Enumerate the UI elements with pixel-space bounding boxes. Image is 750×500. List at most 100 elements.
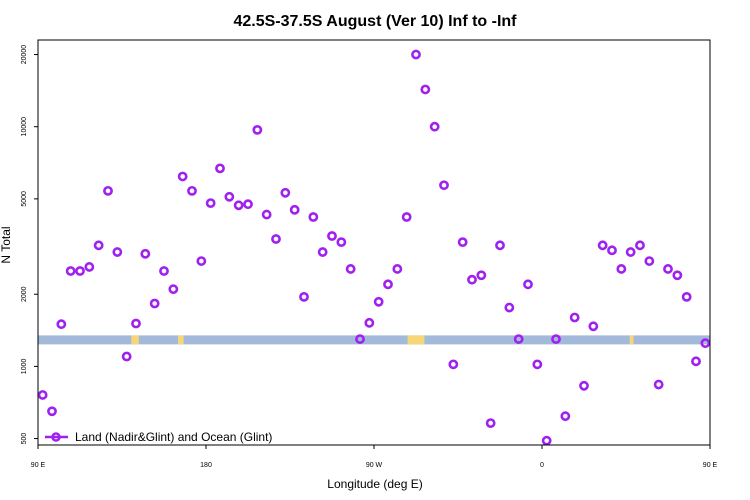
- land-strip-segment: [131, 335, 139, 345]
- data-point: [140, 248, 151, 259]
- data-point: [588, 321, 599, 332]
- data-point: [65, 266, 76, 276]
- ocean-strip: [38, 335, 710, 345]
- data-point: [635, 240, 645, 251]
- data-point: [289, 204, 300, 215]
- y-tick-label: 2000: [21, 286, 28, 302]
- y-axis: 500 1000 2000 5000 10000 20000: [21, 45, 38, 445]
- y-tick-label: 500: [21, 433, 28, 445]
- data-point: [504, 302, 515, 313]
- data-point: [420, 84, 431, 95]
- data-point: [308, 212, 319, 222]
- data-point: [56, 319, 67, 330]
- data-point: [327, 231, 337, 241]
- x-axis: 90 E 180 90 W 0 90 E: [31, 445, 718, 469]
- data-point: [261, 209, 272, 220]
- data-point: [597, 240, 608, 251]
- data-point: [205, 198, 216, 209]
- data-point: [243, 199, 253, 210]
- data-point: [523, 279, 533, 290]
- data-point: [457, 237, 468, 248]
- y-tick-label: 1000: [21, 359, 28, 375]
- data-point: [252, 124, 263, 135]
- data-point: [429, 121, 440, 132]
- data-point: [280, 187, 291, 198]
- data-point: [579, 380, 589, 391]
- data-point: [513, 334, 524, 344]
- data-point: [177, 171, 188, 182]
- data-point: [149, 298, 160, 309]
- legend-marker: [51, 432, 61, 442]
- data-point: [37, 390, 48, 400]
- land-strip-segment: [178, 335, 184, 345]
- data-point: [336, 237, 347, 248]
- data-point: [607, 245, 617, 256]
- data-point: [700, 338, 711, 349]
- legend-label: Land (Nadir&Glint) and Ocean (Glint): [75, 430, 272, 444]
- y-tick-label: 10000: [21, 117, 28, 137]
- data-point: [215, 163, 225, 174]
- data-point: [392, 264, 403, 274]
- y-axis-label: N Total: [0, 226, 13, 263]
- data-point: [625, 247, 636, 257]
- data-point: [672, 270, 683, 281]
- x-tick-label: 180: [200, 462, 212, 469]
- data-point: [84, 262, 95, 272]
- data-point: [485, 418, 496, 429]
- x-tick-label: 90 W: [366, 462, 383, 469]
- data-point: [355, 334, 365, 344]
- data-point: [75, 266, 85, 276]
- data-point: [616, 264, 627, 274]
- land-strip-segment: [629, 335, 634, 345]
- data-point: [663, 264, 673, 274]
- data-point: [383, 279, 393, 290]
- data-point: [103, 185, 113, 196]
- x-tick-label: 90 E: [31, 462, 46, 469]
- data-point: [560, 411, 571, 422]
- points-layer: [37, 49, 711, 446]
- data-point: [551, 334, 561, 344]
- x-tick-label: 90 E: [703, 462, 718, 469]
- data-point: [448, 359, 459, 370]
- data-point: [233, 200, 244, 211]
- x-tick-label: 0: [540, 462, 544, 469]
- data-point: [364, 317, 375, 328]
- data-point: [47, 406, 57, 417]
- data-point: [196, 256, 207, 266]
- data-point: [653, 379, 664, 390]
- data-point: [121, 351, 132, 362]
- data-point: [168, 284, 179, 295]
- data-point: [569, 312, 580, 323]
- data-point: [476, 270, 487, 281]
- data-point: [224, 191, 235, 202]
- data-point: [532, 359, 543, 370]
- surface-strip: [38, 335, 710, 345]
- data-point: [131, 318, 141, 329]
- data-point: [401, 212, 412, 222]
- land-strip-segment: [407, 335, 425, 345]
- y-tick-label: 20000: [21, 45, 28, 65]
- x-axis-label: Longitude (deg E): [327, 477, 422, 491]
- data-point: [439, 180, 449, 191]
- data-point: [187, 185, 197, 196]
- data-point: [467, 274, 477, 285]
- data-point: [373, 296, 384, 307]
- data-point: [411, 49, 421, 60]
- data-point: [299, 291, 309, 302]
- data-point: [271, 234, 281, 244]
- data-point: [541, 435, 552, 446]
- chart-title: 42.5S-37.5S August (Ver 10) Inf to -Inf: [233, 13, 517, 30]
- data-point: [93, 240, 104, 251]
- data-point: [159, 266, 169, 276]
- data-point: [691, 356, 701, 367]
- data-point: [112, 247, 123, 257]
- data-point: [495, 240, 505, 251]
- data-point: [644, 256, 655, 266]
- legend: Land (Nadir&Glint) and Ocean (Glint): [45, 430, 272, 444]
- data-point: [681, 291, 692, 302]
- data-point: [317, 247, 328, 257]
- data-point: [345, 264, 356, 274]
- y-tick-label: 5000: [21, 191, 28, 207]
